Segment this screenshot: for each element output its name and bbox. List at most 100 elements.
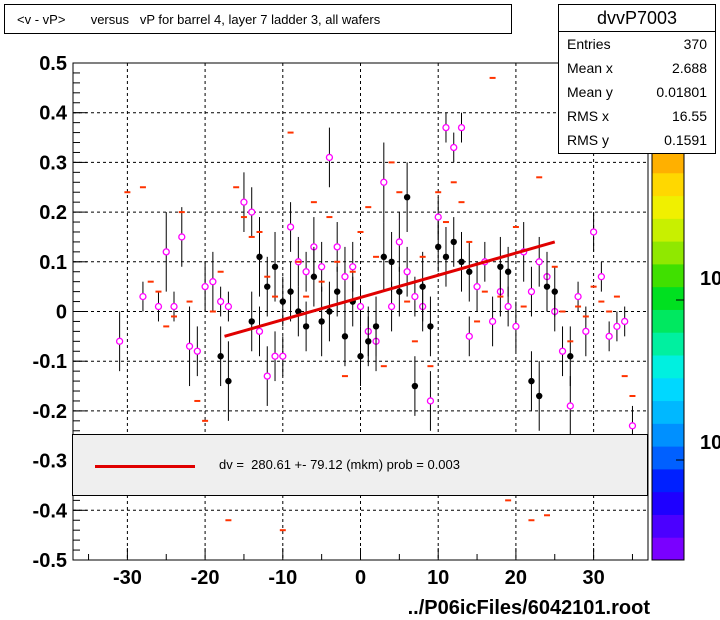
- data-point-open: [613, 322, 621, 331]
- x-tick-label: 30: [582, 567, 604, 589]
- data-point-open: [162, 248, 170, 256]
- data-point-filled: [435, 243, 442, 251]
- data-point-open: [426, 397, 435, 405]
- data-point-filled: [466, 268, 473, 275]
- stats-label: Entries: [567, 36, 611, 52]
- data-point-open: [442, 123, 450, 132]
- data-point-filled: [567, 353, 574, 360]
- y-tick-label: -0.5: [33, 550, 67, 572]
- data-point-open: [527, 287, 536, 296]
- stats-row-entries: Entries 370: [559, 32, 715, 56]
- stats-label: RMS x: [567, 108, 609, 124]
- histogram-title: <v - vP> versus vP for barrel 4, layer 7…: [4, 4, 512, 34]
- stats-row-rms-y: RMS y 0.1591: [559, 128, 715, 152]
- data-point-open: [473, 282, 481, 291]
- data-point-filled: [551, 288, 558, 295]
- data-point-filled: [248, 318, 255, 325]
- y-tick-label: 0.3: [39, 152, 67, 174]
- x-tick-label: 0: [355, 567, 366, 589]
- data-point-open: [628, 422, 637, 430]
- data-point-open: [341, 273, 349, 281]
- y-tick-label: -0.3: [33, 451, 67, 473]
- palette-swatch: [652, 423, 684, 447]
- data-point-filled: [326, 308, 333, 315]
- data-point-filled: [217, 353, 224, 360]
- palette-swatch: [652, 400, 684, 424]
- fit-legend-line: [95, 465, 195, 468]
- palette-swatch: [652, 241, 684, 265]
- data-point-filled: [372, 323, 380, 330]
- data-point-open: [380, 178, 388, 186]
- stats-box: dvvP7003 Entries 370 Mean x 2.688 Mean y…: [558, 4, 716, 154]
- data-point-open: [193, 347, 201, 355]
- fit-line-segment: [224, 240, 556, 338]
- data-point-filled: [458, 258, 465, 265]
- fit-legend-text: dv = 280.61 +- 79.12 (mkm) prob = 0.003: [219, 457, 461, 472]
- data-point-filled: [310, 273, 318, 280]
- data-point-open: [535, 258, 543, 266]
- data-point-open: [263, 372, 271, 380]
- y-tick-label: 0.4: [39, 103, 68, 125]
- data-point-open: [201, 282, 209, 291]
- axis-ticks: -30 -20 -10 0 10 20 30 -0.5 -0.4 -0.3 -0.2 -0.1 0 0.1…: [33, 53, 633, 589]
- data-point-open: [450, 143, 458, 152]
- palette-swatch: [652, 537, 684, 561]
- fit-legend: dv = 280.61 +- 79.12 (mkm) prob = 0.003: [72, 434, 648, 496]
- data-point-open: [286, 223, 295, 231]
- data-point-open: [216, 297, 225, 306]
- data-point-open: [302, 268, 310, 276]
- data-point-open: [240, 198, 248, 206]
- data-point-open: [387, 302, 396, 311]
- data-point-filled: [504, 268, 512, 275]
- palette-swatch: [652, 286, 684, 310]
- data-point-filled: [256, 253, 263, 261]
- data-point-open: [589, 228, 598, 236]
- data-point-filled: [264, 283, 271, 290]
- data-point-open: [465, 332, 473, 341]
- data-point-open: [248, 208, 256, 216]
- data-point-open: [395, 238, 404, 246]
- palette-swatch: [652, 263, 684, 288]
- data-point-filled: [333, 288, 341, 295]
- y-tick-label: -0.2: [33, 401, 67, 423]
- data-point-filled: [403, 193, 411, 201]
- data-point-filled: [536, 392, 543, 400]
- data-point-open: [356, 302, 365, 311]
- data-point-open: [621, 317, 629, 326]
- data-point-filled: [396, 288, 403, 295]
- x-tick-label: -10: [268, 567, 297, 589]
- x-tick-label: 20: [505, 567, 527, 589]
- palette-swatch: [652, 446, 684, 470]
- data-point-open: [605, 332, 613, 341]
- palette-swatch: [652, 332, 684, 356]
- data-point-open: [349, 263, 357, 271]
- data-point-open: [170, 302, 178, 311]
- palette-label-upper: 10: [700, 268, 720, 290]
- data-point-open: [139, 292, 147, 301]
- data-point-filled: [271, 263, 279, 270]
- data-point-open: [325, 153, 334, 162]
- data-point-open: [574, 292, 582, 301]
- data-point-filled: [380, 253, 388, 261]
- data-point-open: [504, 302, 512, 311]
- stats-value: 0.1591: [664, 132, 707, 148]
- data-point-filled: [419, 283, 426, 290]
- data-point-filled: [357, 353, 364, 360]
- data-point-open: [209, 278, 217, 286]
- stats-value: 370: [683, 36, 707, 52]
- palette-swatch: [652, 150, 684, 174]
- data-point-open: [115, 337, 124, 345]
- data-point-open: [279, 352, 287, 360]
- fit-line: [224, 240, 556, 338]
- stats-label: RMS y: [567, 132, 609, 148]
- data-point-open: [488, 317, 497, 326]
- data-point-open: [185, 342, 194, 350]
- data-point-filled: [287, 288, 294, 295]
- color-palette: [651, 149, 685, 561]
- data-point-open: [558, 347, 567, 355]
- stats-value: 2.688: [671, 60, 707, 76]
- data-point-open: [597, 273, 606, 281]
- data-point-open: [333, 243, 341, 251]
- data-point-open: [224, 302, 233, 311]
- stats-row-mean-y: Mean y 0.01801: [559, 80, 715, 104]
